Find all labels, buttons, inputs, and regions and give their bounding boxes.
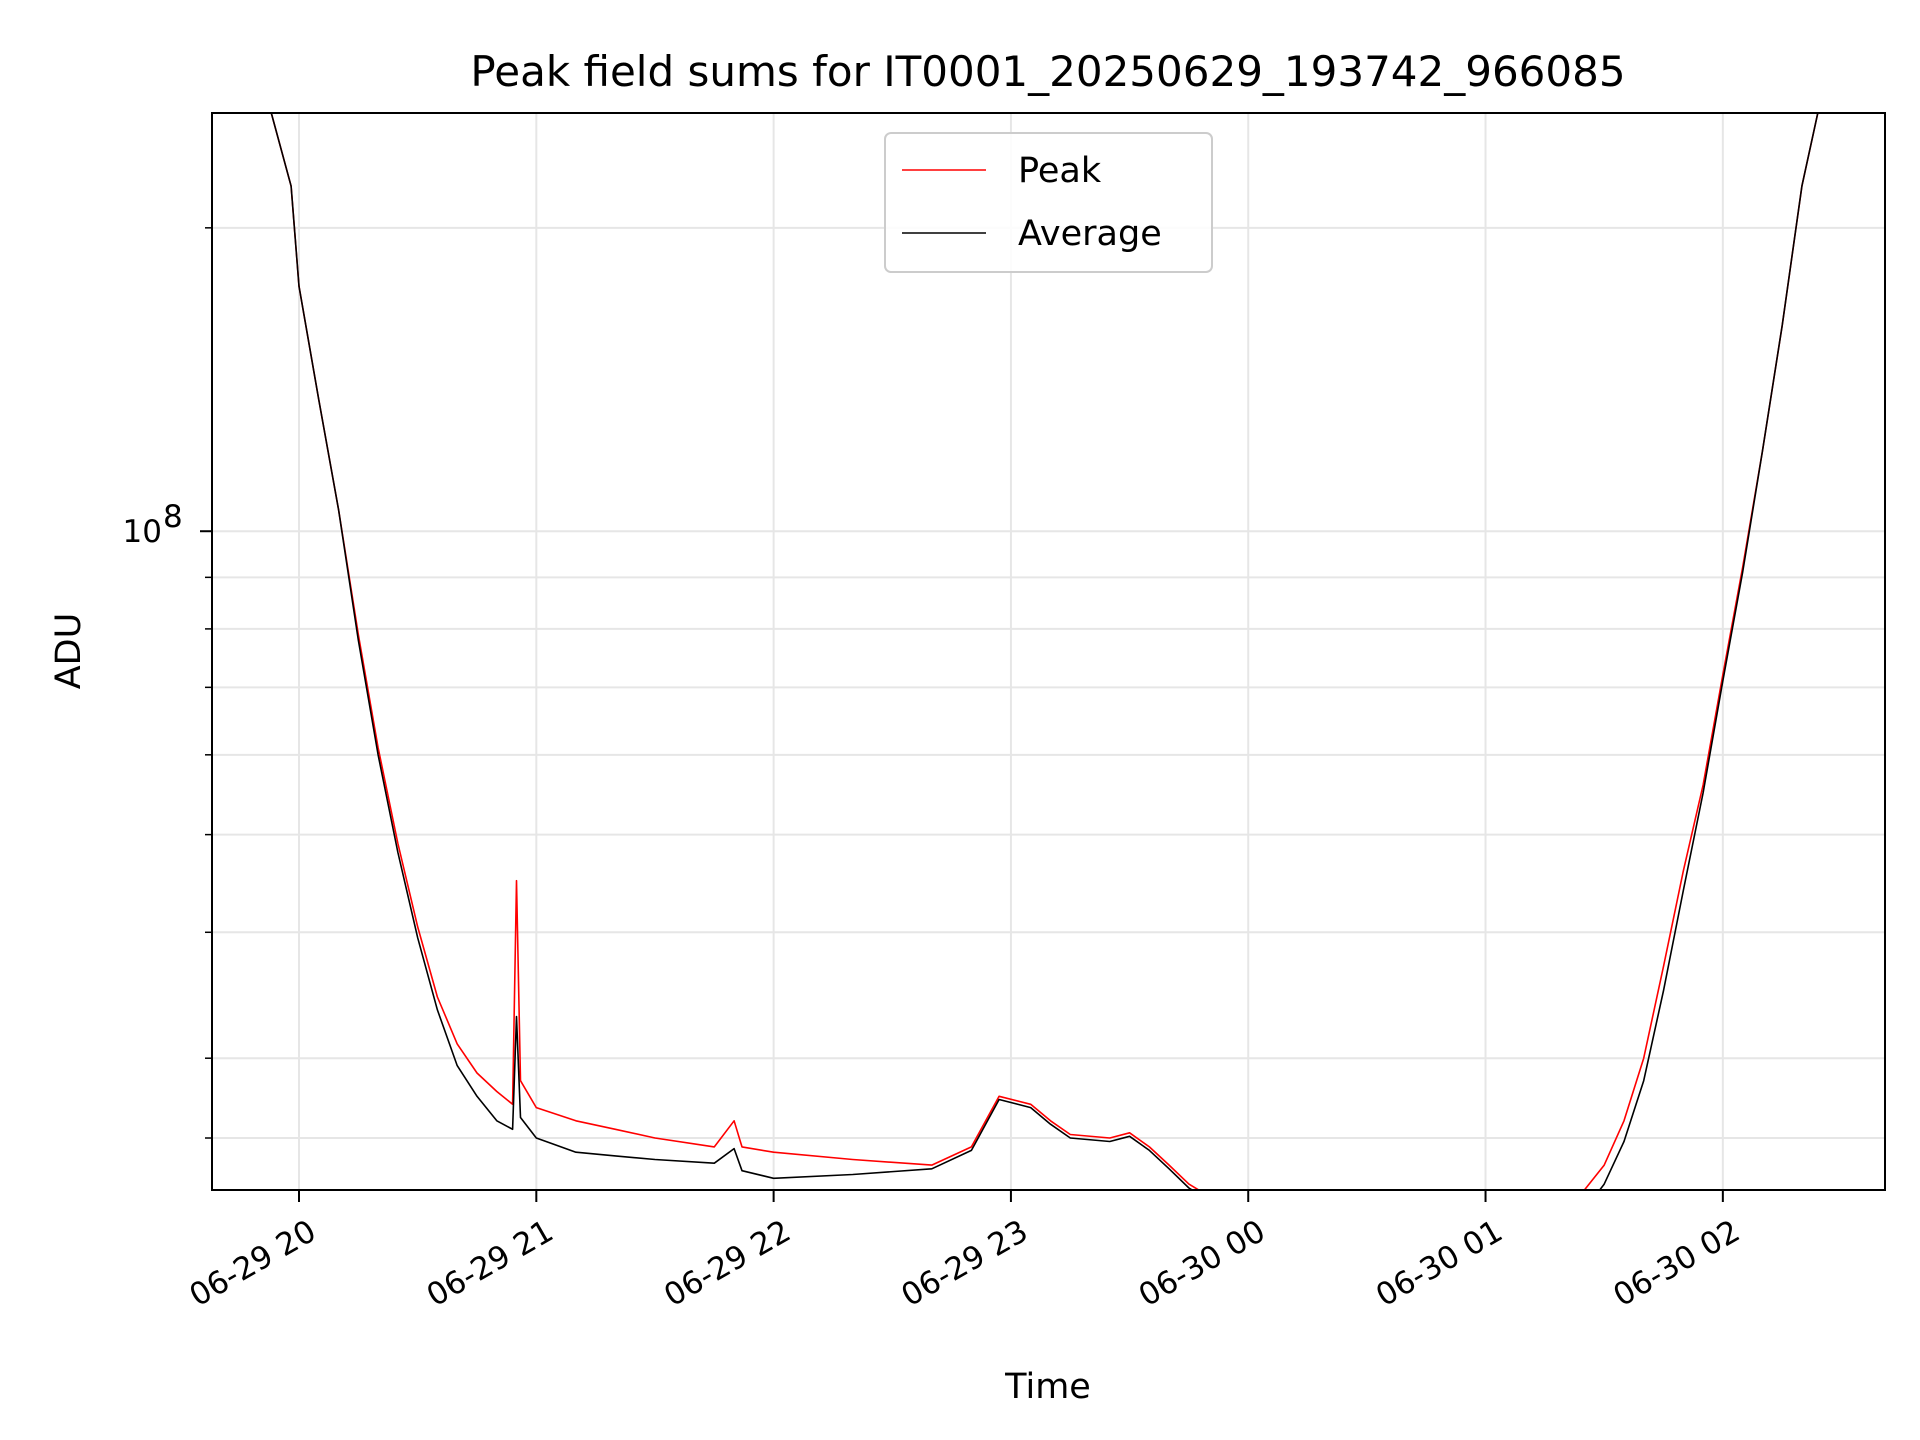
legend: Peak Average	[884, 132, 1213, 273]
y-axis-label: ADU	[49, 613, 89, 690]
series-line-peak	[270, 113, 1819, 1190]
series-line-average	[270, 113, 1819, 1190]
x-axis-label: Time	[1004, 1367, 1091, 1407]
legend-label-average: Average	[1018, 214, 1162, 254]
legend-label-peak: Peak	[1018, 151, 1102, 191]
chart-title: Peak field sums for IT0001_20250629_1937…	[470, 47, 1625, 96]
plot-frame	[211, 112, 1886, 1191]
series-lines	[270, 113, 1819, 1190]
legend-box	[884, 132, 1213, 273]
grid	[212, 113, 1885, 1190]
y-tick-label: 10	[123, 514, 162, 550]
y-tick-label-exponent: 8	[163, 499, 183, 535]
